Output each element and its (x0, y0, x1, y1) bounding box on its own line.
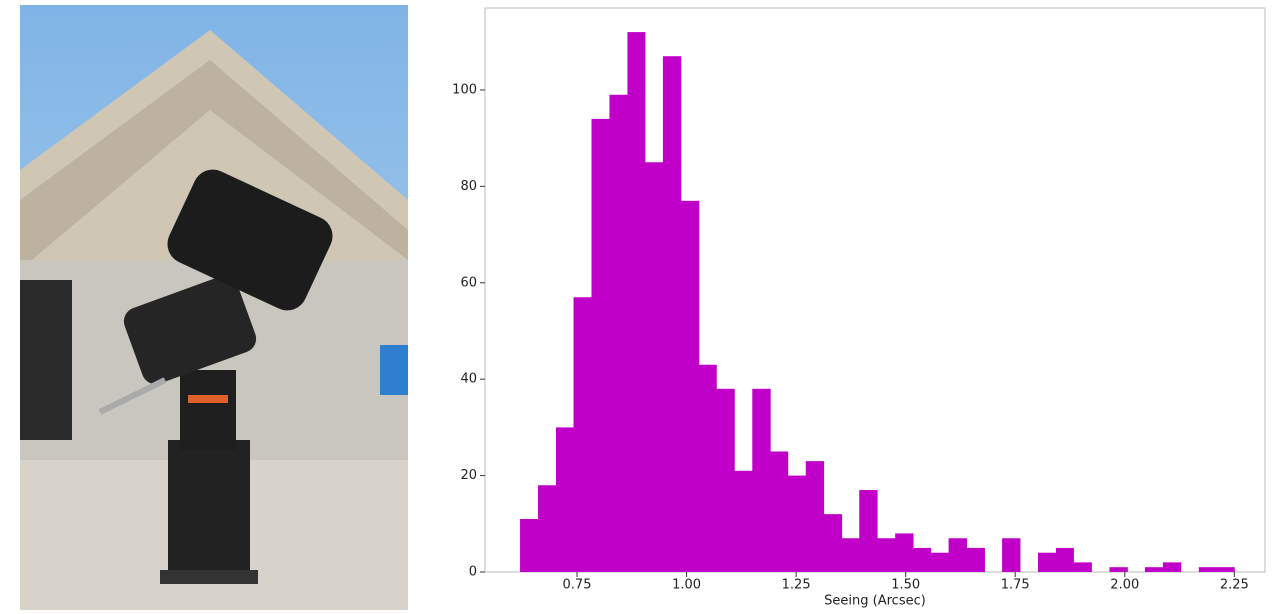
x-tick-label: 1.00 (672, 578, 701, 593)
mount (180, 370, 236, 450)
dark-panel (20, 280, 72, 440)
bar (662, 56, 682, 572)
x-tick-label: 2.25 (1220, 578, 1249, 593)
bar (1073, 562, 1092, 572)
blue-device (380, 345, 408, 395)
x-tick-label: 2.00 (1110, 578, 1139, 593)
bar (913, 547, 932, 572)
y-tick-label: 20 (460, 468, 477, 483)
x-tick-label: 1.25 (782, 578, 811, 593)
bar (823, 514, 843, 572)
pier (168, 440, 250, 580)
bar (591, 118, 610, 572)
x-axis-label: Seeing (Arcsec) (824, 594, 926, 609)
mount-head (123, 275, 257, 385)
bar (609, 94, 628, 573)
bar (573, 297, 592, 572)
bar (734, 470, 753, 572)
bar (520, 518, 539, 572)
bar (966, 547, 985, 572)
y-tick-label: 0 (469, 565, 477, 580)
bar (555, 427, 574, 572)
bar (644, 162, 664, 572)
bar (1216, 567, 1235, 572)
y-tick-label: 100 (452, 82, 477, 97)
pier-base (160, 570, 258, 584)
orange-ring (188, 395, 228, 403)
x-tick-label: 0.75 (563, 578, 592, 593)
bar (1162, 562, 1182, 572)
y-tick-label: 40 (460, 372, 477, 387)
y-tick-label: 60 (460, 275, 477, 290)
bar (698, 364, 717, 572)
photo (20, 5, 408, 610)
bar (627, 32, 646, 573)
bar (1198, 567, 1217, 572)
bar (859, 490, 878, 572)
bar (1055, 547, 1074, 572)
bar (1002, 538, 1021, 572)
bar (805, 461, 825, 572)
roof-inner (20, 60, 408, 270)
bar (787, 475, 807, 572)
bar (1038, 552, 1057, 572)
bar (1109, 567, 1128, 572)
bar (538, 485, 557, 572)
bar (716, 388, 735, 572)
bar (770, 451, 789, 572)
bar (895, 533, 914, 572)
bar (841, 538, 860, 572)
telescope-tube (167, 169, 333, 311)
y-tick-label: 80 (460, 179, 477, 194)
bar (948, 538, 967, 572)
x-tick-label: 1.75 (1001, 578, 1030, 593)
counterweight-bar (98, 377, 167, 415)
bar (930, 552, 950, 572)
x-tick-label: 1.50 (891, 578, 920, 593)
bar (877, 538, 896, 572)
bar (752, 388, 771, 572)
bar (1144, 567, 1164, 572)
bar (680, 200, 700, 573)
